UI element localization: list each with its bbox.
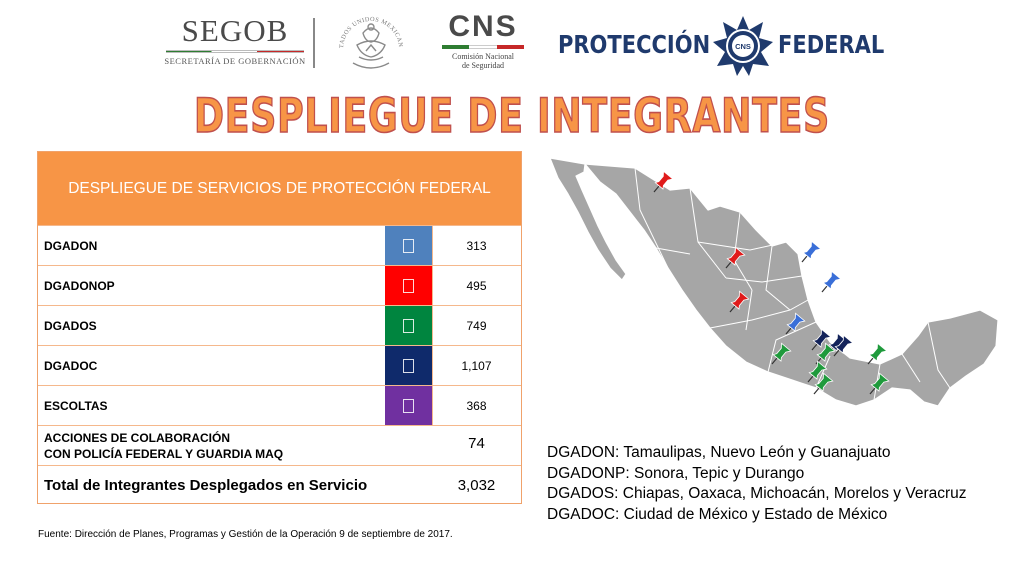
- pin-placeholder-icon: [403, 318, 414, 333]
- pin-placeholder-icon: [403, 278, 414, 293]
- cns-flag-bar: [442, 45, 524, 49]
- pf-right-text: FEDERAL: [778, 30, 885, 59]
- segob-subtitle: SECRETARÍA DE GOBERNACIÓN: [164, 56, 306, 66]
- column-divider: [432, 266, 433, 306]
- push-pin-icon: [867, 342, 888, 365]
- pf-left-text: PROTECCIÓN: [558, 30, 711, 59]
- row-value: 313: [466, 239, 487, 253]
- row-label: DGADONOP: [44, 279, 115, 293]
- segob-flag-line: [166, 50, 304, 53]
- column-divider: [432, 226, 433, 266]
- page-title: DESPLIEGUE DE INTEGRANTES: [193, 88, 830, 145]
- map-state-lines: [634, 167, 951, 401]
- mainland-region: [584, 163, 999, 407]
- row-label: DGADOC: [44, 359, 98, 373]
- cns-subtitle-1: Comisión Nacional: [452, 52, 514, 61]
- row-label: ESCOLTAS: [44, 399, 108, 413]
- map-land: [549, 157, 999, 407]
- cns-name: CNS: [448, 10, 518, 43]
- pf-badge-text: CNS: [735, 42, 751, 51]
- row-value: 495: [466, 279, 487, 293]
- push-pin-icon: [725, 246, 746, 269]
- push-pin-icon: [729, 290, 750, 313]
- row-color-swatch: [385, 386, 432, 425]
- table-row: ESCOLTAS 368: [38, 385, 521, 426]
- pin-placeholder-icon: [403, 358, 414, 373]
- column-divider: [432, 346, 433, 386]
- mexico-map: [549, 157, 999, 407]
- legend-item: DGADOC: Ciudad de México y Estado de Méx…: [547, 505, 888, 523]
- row-color-swatch: [385, 306, 432, 345]
- page-title-text: DESPLIEGUE DE INTEGRANTES: [194, 89, 830, 144]
- table-row: DGADOS 749: [38, 305, 521, 346]
- proteccion-federal-logo: PROTECCIÓN CNS FEDERAL: [556, 16, 884, 76]
- pin-placeholder-icon: [403, 238, 414, 253]
- cns-subtitle-2: de Seguridad: [462, 61, 504, 70]
- push-pin-icon: [869, 372, 890, 395]
- push-pin-icon: [653, 170, 674, 193]
- table-row: DGADON 313: [38, 225, 521, 266]
- push-pin-icon: [785, 312, 806, 335]
- table-row-colaboracion: ACCIONES DE COLABORACIÓN CON POLICÍA FED…: [38, 425, 521, 465]
- deployment-legend: DGADON: Tamaulipas, Nuevo León y Guanaju…: [547, 443, 1017, 525]
- table-header: DESPLIEGUE DE SERVICIOS DE PROTECCIÓN FE…: [38, 152, 521, 225]
- pin-placeholder-icon: [403, 398, 414, 413]
- colab-label-line2: CON POLICÍA FEDERAL Y GUARDIA MAQ: [44, 447, 284, 461]
- police-star-icon: CNS: [713, 16, 773, 76]
- segob-logo: SEGOB SECRETARÍA DE GOBERNACIÓN: [160, 14, 310, 74]
- push-pin-icon: [771, 342, 792, 365]
- legend-item: DGADONP: Sonora, Tepic y Durango: [547, 464, 805, 482]
- colab-label: ACCIONES DE COLABORACIÓN CON POLICÍA FED…: [44, 430, 283, 462]
- baja-california-region: [549, 157, 627, 281]
- row-color-swatch: [385, 346, 432, 385]
- table-row: DGADONOP 495: [38, 265, 521, 306]
- legend-item: DGADON: Tamaulipas, Nuevo León y Guanaju…: [547, 444, 891, 461]
- logo-divider: [313, 18, 315, 68]
- push-pin-icon: [813, 372, 834, 395]
- row-value: 749: [466, 319, 487, 333]
- push-pin-icon: [807, 360, 828, 383]
- cns-logo: CNS Comisión Nacional de Seguridad: [438, 12, 528, 76]
- deployment-table: DESPLIEGUE DE SERVICIOS DE PROTECCIÓN FE…: [37, 151, 522, 504]
- push-pin-icon: [821, 270, 842, 293]
- push-pin-icon: [801, 240, 822, 263]
- push-pin-icon: [833, 334, 854, 357]
- row-color-swatch: [385, 226, 432, 265]
- colab-label-line1: ACCIONES DE COLABORACIÓN: [44, 431, 231, 445]
- row-value: 1,107: [461, 359, 492, 373]
- segob-name: SEGOB: [181, 13, 289, 48]
- header-logos: SEGOB SECRETARÍA DE GOBERNACIÓN ESTADOS …: [0, 0, 1024, 88]
- colab-value: 74: [468, 435, 485, 452]
- total-label: Total de Integrantes Desplegados en Serv…: [44, 477, 368, 494]
- mexican-seal-icon: ESTADOS UNIDOS MEXICANOS: [333, 7, 404, 69]
- table-header-text: DESPLIEGUE DE SERVICIOS DE PROTECCIÓN FE…: [68, 179, 491, 197]
- push-pin-icon: [815, 342, 836, 365]
- column-divider: [432, 386, 433, 426]
- table-row: DGADOC 1,107: [38, 345, 521, 386]
- total-value: 3,032: [457, 477, 496, 494]
- push-pin-icon: [811, 328, 832, 351]
- table-row-total: Total de Integrantes Desplegados en Serv…: [38, 465, 521, 504]
- row-value: 368: [466, 399, 487, 413]
- column-divider: [432, 306, 433, 346]
- map-pins: [653, 170, 890, 395]
- row-label: DGADOS: [44, 319, 97, 333]
- row-color-swatch: [385, 266, 432, 305]
- row-label: DGADON: [44, 239, 98, 253]
- source-note: Fuente: Dirección de Planes, Programas y…: [38, 529, 453, 540]
- legend-item: DGADOS: Chiapas, Oaxaca, Michoacán, More…: [547, 485, 967, 502]
